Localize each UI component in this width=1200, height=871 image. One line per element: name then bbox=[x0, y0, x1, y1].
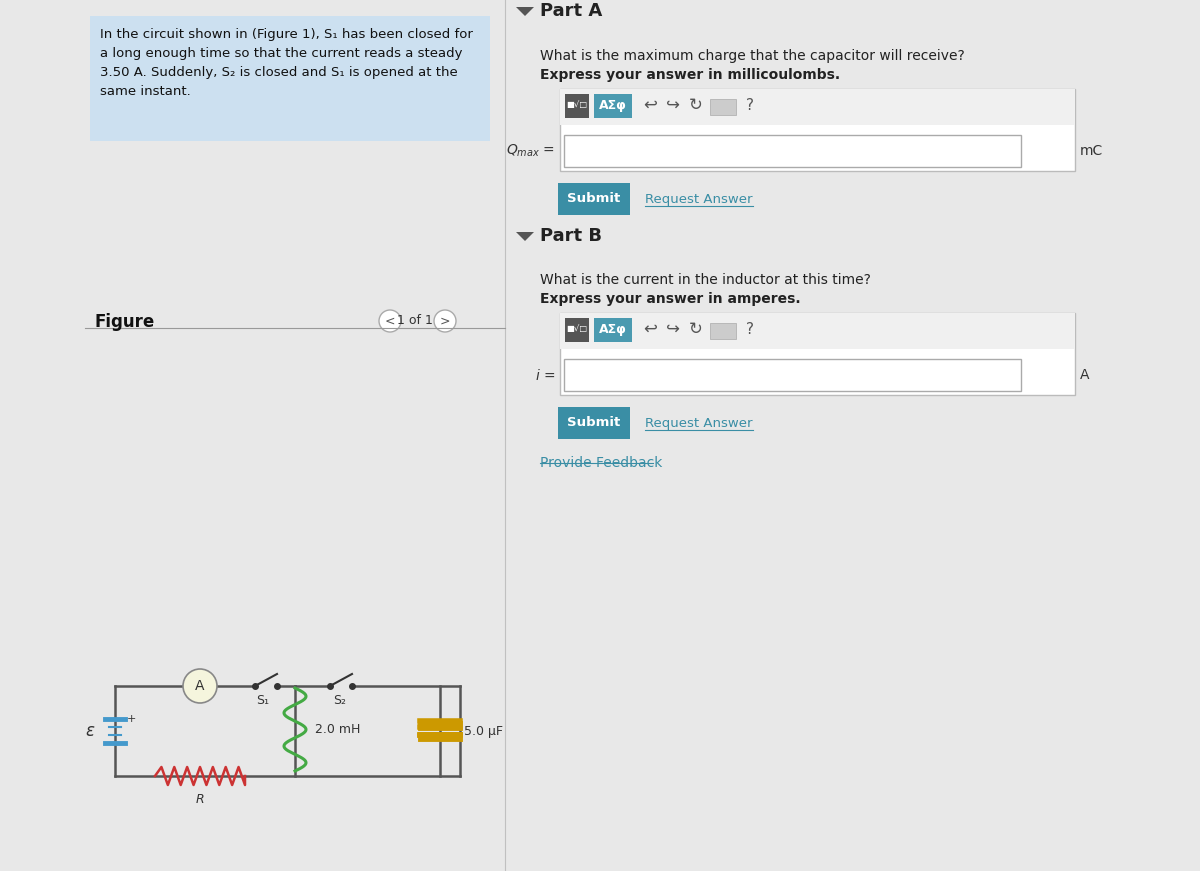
Text: What is the current in the inductor at this time?: What is the current in the inductor at t… bbox=[540, 273, 871, 287]
FancyBboxPatch shape bbox=[564, 359, 1021, 391]
Text: a long enough time so that the current reads a steady: a long enough time so that the current r… bbox=[100, 47, 462, 60]
Text: ■√□: ■√□ bbox=[566, 325, 588, 334]
FancyBboxPatch shape bbox=[594, 94, 632, 118]
Circle shape bbox=[434, 310, 456, 332]
Text: ↪: ↪ bbox=[666, 320, 680, 338]
Text: Part B: Part B bbox=[540, 227, 602, 245]
Text: >: > bbox=[439, 314, 450, 327]
Text: ■√□: ■√□ bbox=[566, 100, 588, 110]
Text: ↩: ↩ bbox=[643, 320, 656, 338]
Text: Request Answer: Request Answer bbox=[646, 192, 752, 206]
Text: 2.0 mH: 2.0 mH bbox=[314, 723, 360, 736]
Text: $i$ =: $i$ = bbox=[535, 368, 554, 382]
FancyBboxPatch shape bbox=[710, 99, 736, 115]
FancyBboxPatch shape bbox=[560, 313, 1075, 349]
Text: Express your answer in millicoulombs.: Express your answer in millicoulombs. bbox=[540, 68, 840, 82]
Text: AΣφ: AΣφ bbox=[599, 98, 626, 111]
Text: Request Answer: Request Answer bbox=[646, 416, 752, 429]
Text: ↻: ↻ bbox=[689, 320, 703, 338]
Text: What is the maximum charge that the capacitor will receive?: What is the maximum charge that the capa… bbox=[540, 49, 965, 63]
FancyBboxPatch shape bbox=[565, 94, 589, 118]
Text: A: A bbox=[1080, 368, 1090, 382]
Text: 3.50 A. Suddenly, S₂ is closed and S₁ is opened at the: 3.50 A. Suddenly, S₂ is closed and S₁ is… bbox=[100, 66, 457, 79]
Text: Part A: Part A bbox=[540, 2, 602, 20]
FancyBboxPatch shape bbox=[560, 89, 1075, 171]
FancyBboxPatch shape bbox=[560, 89, 1075, 125]
FancyBboxPatch shape bbox=[558, 407, 630, 439]
Text: ?: ? bbox=[746, 321, 754, 336]
Text: ε: ε bbox=[85, 722, 94, 740]
FancyBboxPatch shape bbox=[564, 135, 1021, 167]
Text: Provide Feedback: Provide Feedback bbox=[540, 456, 662, 470]
Text: +: + bbox=[127, 714, 137, 724]
Text: S₂: S₂ bbox=[334, 694, 347, 707]
Text: R: R bbox=[196, 793, 204, 806]
Text: Submit: Submit bbox=[568, 192, 620, 206]
Text: 5.0 μF: 5.0 μF bbox=[464, 725, 503, 738]
FancyBboxPatch shape bbox=[558, 183, 630, 215]
Text: ↻: ↻ bbox=[689, 96, 703, 114]
Text: A: A bbox=[196, 679, 205, 693]
Text: S₁: S₁ bbox=[257, 694, 270, 707]
Text: Figure: Figure bbox=[95, 313, 155, 331]
Text: <: < bbox=[385, 314, 395, 327]
FancyBboxPatch shape bbox=[560, 313, 1075, 395]
Circle shape bbox=[182, 669, 217, 703]
FancyBboxPatch shape bbox=[565, 318, 589, 342]
Text: AΣφ: AΣφ bbox=[599, 322, 626, 335]
Text: Submit: Submit bbox=[568, 416, 620, 429]
Text: ↩: ↩ bbox=[643, 96, 656, 114]
Text: 1 of 1: 1 of 1 bbox=[397, 314, 433, 327]
Text: Express your answer in amperes.: Express your answer in amperes. bbox=[540, 292, 800, 306]
Polygon shape bbox=[516, 7, 534, 16]
Text: mC: mC bbox=[1080, 144, 1103, 158]
FancyBboxPatch shape bbox=[90, 16, 490, 141]
Text: $Q_{max}$ =: $Q_{max}$ = bbox=[506, 143, 554, 159]
Text: ↪: ↪ bbox=[666, 96, 680, 114]
Text: same instant.: same instant. bbox=[100, 85, 191, 98]
FancyBboxPatch shape bbox=[710, 323, 736, 339]
Circle shape bbox=[379, 310, 401, 332]
Polygon shape bbox=[516, 232, 534, 241]
FancyBboxPatch shape bbox=[594, 318, 632, 342]
Text: ?: ? bbox=[746, 98, 754, 112]
Text: In the circuit shown in (Figure 1), S₁ has been closed for: In the circuit shown in (Figure 1), S₁ h… bbox=[100, 28, 473, 41]
